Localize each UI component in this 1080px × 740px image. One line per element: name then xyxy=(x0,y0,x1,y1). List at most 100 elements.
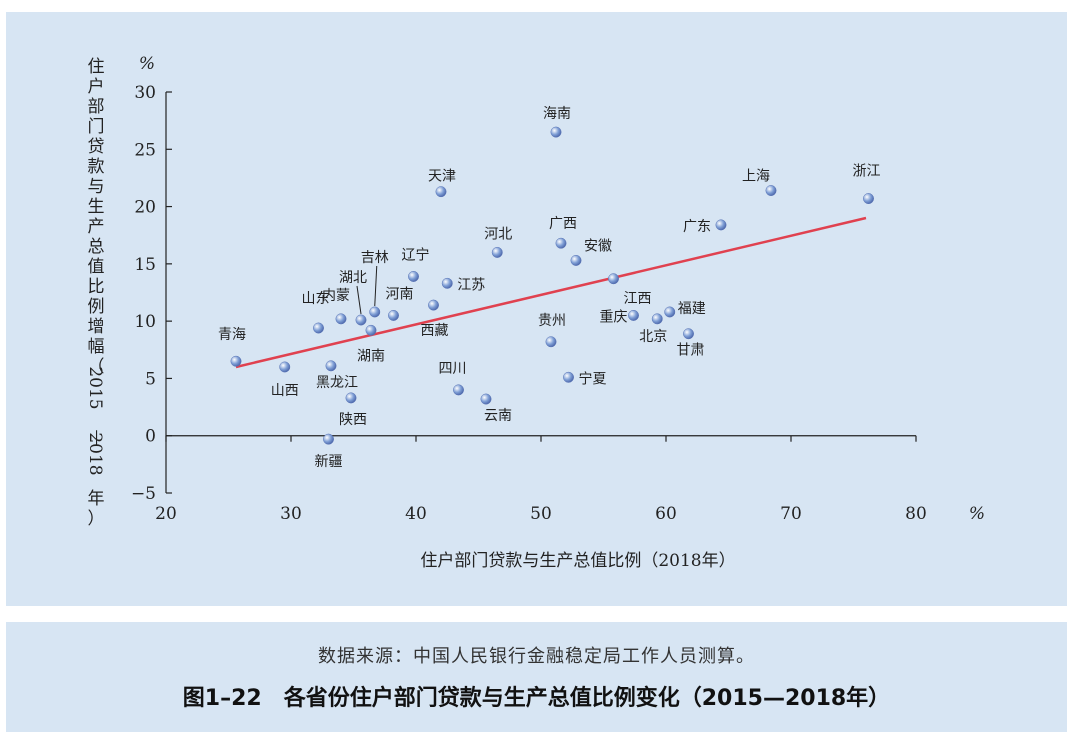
y-axis-label-part: — xyxy=(87,430,107,447)
data-point xyxy=(765,185,777,196)
point-label: 内蒙 xyxy=(322,288,350,304)
x-axis-label: 住户部门贷款与生产总值比例（2018年） xyxy=(420,551,735,571)
point-label: 青海 xyxy=(218,327,246,343)
y-tick-label: 20 xyxy=(134,198,156,218)
point-label: 海南 xyxy=(543,106,571,122)
y-axis-label-part: ） xyxy=(88,509,105,529)
data-point xyxy=(664,306,676,318)
x-tick-label: 50 xyxy=(530,504,552,524)
point-label: 安徽 xyxy=(584,238,612,254)
data-point xyxy=(345,392,357,404)
data-source-note: 数据来源：中国人民银行金融稳定局工作人员测算。 xyxy=(318,646,755,667)
point-label: 江西 xyxy=(624,291,652,307)
y-axis-label-part: 比 xyxy=(88,277,105,297)
y-tick-label: 5 xyxy=(145,369,156,389)
y-axis-label-part: 增 xyxy=(88,317,105,337)
data-point xyxy=(715,219,727,231)
y-axis-label-part: 款 xyxy=(88,157,105,177)
data-point xyxy=(555,237,567,249)
data-point xyxy=(550,126,562,138)
point-label: 广东 xyxy=(683,219,711,235)
data-point xyxy=(608,273,619,285)
y-axis-label-part: 产 xyxy=(88,217,105,237)
caption-panel: 数据来源：中国人民银行金融稳定局工作人员测算。 图1–22 各省份住户部门贷款与… xyxy=(6,622,1067,732)
data-point xyxy=(570,254,582,266)
x-tick-label: 30 xyxy=(280,504,302,524)
data-point xyxy=(428,299,439,311)
y-axis-label-part: 住 xyxy=(88,57,105,77)
y-axis-label-part: 总 xyxy=(88,237,105,257)
y-tick-label: 30 xyxy=(134,83,156,103)
data-point xyxy=(863,193,874,205)
leader-line xyxy=(374,265,378,307)
data-point xyxy=(323,433,334,445)
point-label: 江苏 xyxy=(457,277,485,293)
y-axis-label-part: 年 xyxy=(88,489,105,509)
figure-title: 图1–22 各省份住户部门贷款与生产总值比例变化（2015—2018年） xyxy=(182,686,891,711)
x-tick-label: 40 xyxy=(405,504,427,524)
x-tick-label: 20 xyxy=(155,504,177,524)
data-point xyxy=(453,384,464,396)
x-tick-label: 80 xyxy=(905,504,927,524)
x-unit-label: % xyxy=(969,504,985,524)
point-label: 广西 xyxy=(549,216,577,232)
x-tick-label: 70 xyxy=(780,504,802,524)
y-axis-label-part: 2018 xyxy=(85,432,105,475)
data-point xyxy=(313,322,324,334)
point-label: 浙江 xyxy=(853,164,881,180)
y-axis-label-part: 部 xyxy=(88,97,105,117)
y-tick-label: 0 xyxy=(145,427,156,447)
point-label: 贵州 xyxy=(538,313,566,329)
y-axis-label-part: 值 xyxy=(88,257,105,277)
data-point xyxy=(563,371,574,383)
point-label: 湖南 xyxy=(357,348,385,364)
y-axis-label-part: 户 xyxy=(88,77,105,97)
point-label: 黑龙江 xyxy=(316,375,358,391)
data-point xyxy=(335,313,347,325)
point-label: 西藏 xyxy=(421,323,449,339)
point-label: 重庆 xyxy=(600,309,628,325)
y-axis-label-part: （ xyxy=(88,357,105,377)
point-label: 天津 xyxy=(428,169,456,185)
point-label: 河北 xyxy=(484,226,512,242)
data-point xyxy=(369,306,381,318)
scatter-chart: −5 0 5 10 15 20 25 30 20 30 40 50 60 70 80%% 住户部门贷款与生产总… xyxy=(85,54,985,571)
y-axis-label-part: 例 xyxy=(88,297,105,317)
data-point xyxy=(408,271,419,282)
data-point xyxy=(651,313,663,325)
data-point xyxy=(230,355,242,367)
data-point xyxy=(365,324,377,336)
y-tick-label: −5 xyxy=(131,484,156,504)
data-point xyxy=(325,360,337,372)
data-point xyxy=(279,361,291,373)
data-point xyxy=(491,246,503,258)
y-tick-label: 10 xyxy=(134,312,156,332)
point-label: 吉林 xyxy=(361,250,389,266)
y-axis-label-part: 2015 xyxy=(85,366,105,409)
point-label: 福建 xyxy=(678,301,706,317)
point-label: 上海 xyxy=(742,169,770,185)
data-point xyxy=(435,186,447,198)
point-label: 陕西 xyxy=(339,412,367,428)
point-label: 辽宁 xyxy=(402,246,430,263)
y-tick-label: 25 xyxy=(134,140,156,160)
point-label: 四川 xyxy=(439,361,467,377)
point-label: 河南 xyxy=(386,286,414,302)
y-axis-label-part: 门 xyxy=(88,117,105,137)
point-label: 北京 xyxy=(639,329,667,345)
point-label: 湖北 xyxy=(339,270,367,286)
point-label: 山西 xyxy=(271,383,299,399)
x-tick-label: 60 xyxy=(655,504,677,524)
data-point xyxy=(388,309,399,321)
point-label: 宁夏 xyxy=(579,370,607,387)
y-axis-label-part: 幅 xyxy=(88,337,105,357)
point-label: 山东 xyxy=(302,291,330,307)
data-point xyxy=(480,393,492,405)
y-axis-label-part: 生 xyxy=(88,197,105,217)
data-point xyxy=(441,277,453,289)
trend-line xyxy=(235,216,867,369)
y-axis-label-part: 贷 xyxy=(88,137,105,157)
point-label: 云南 xyxy=(484,408,512,424)
point-label: 新疆 xyxy=(315,454,343,470)
chart-panel xyxy=(6,12,1067,606)
